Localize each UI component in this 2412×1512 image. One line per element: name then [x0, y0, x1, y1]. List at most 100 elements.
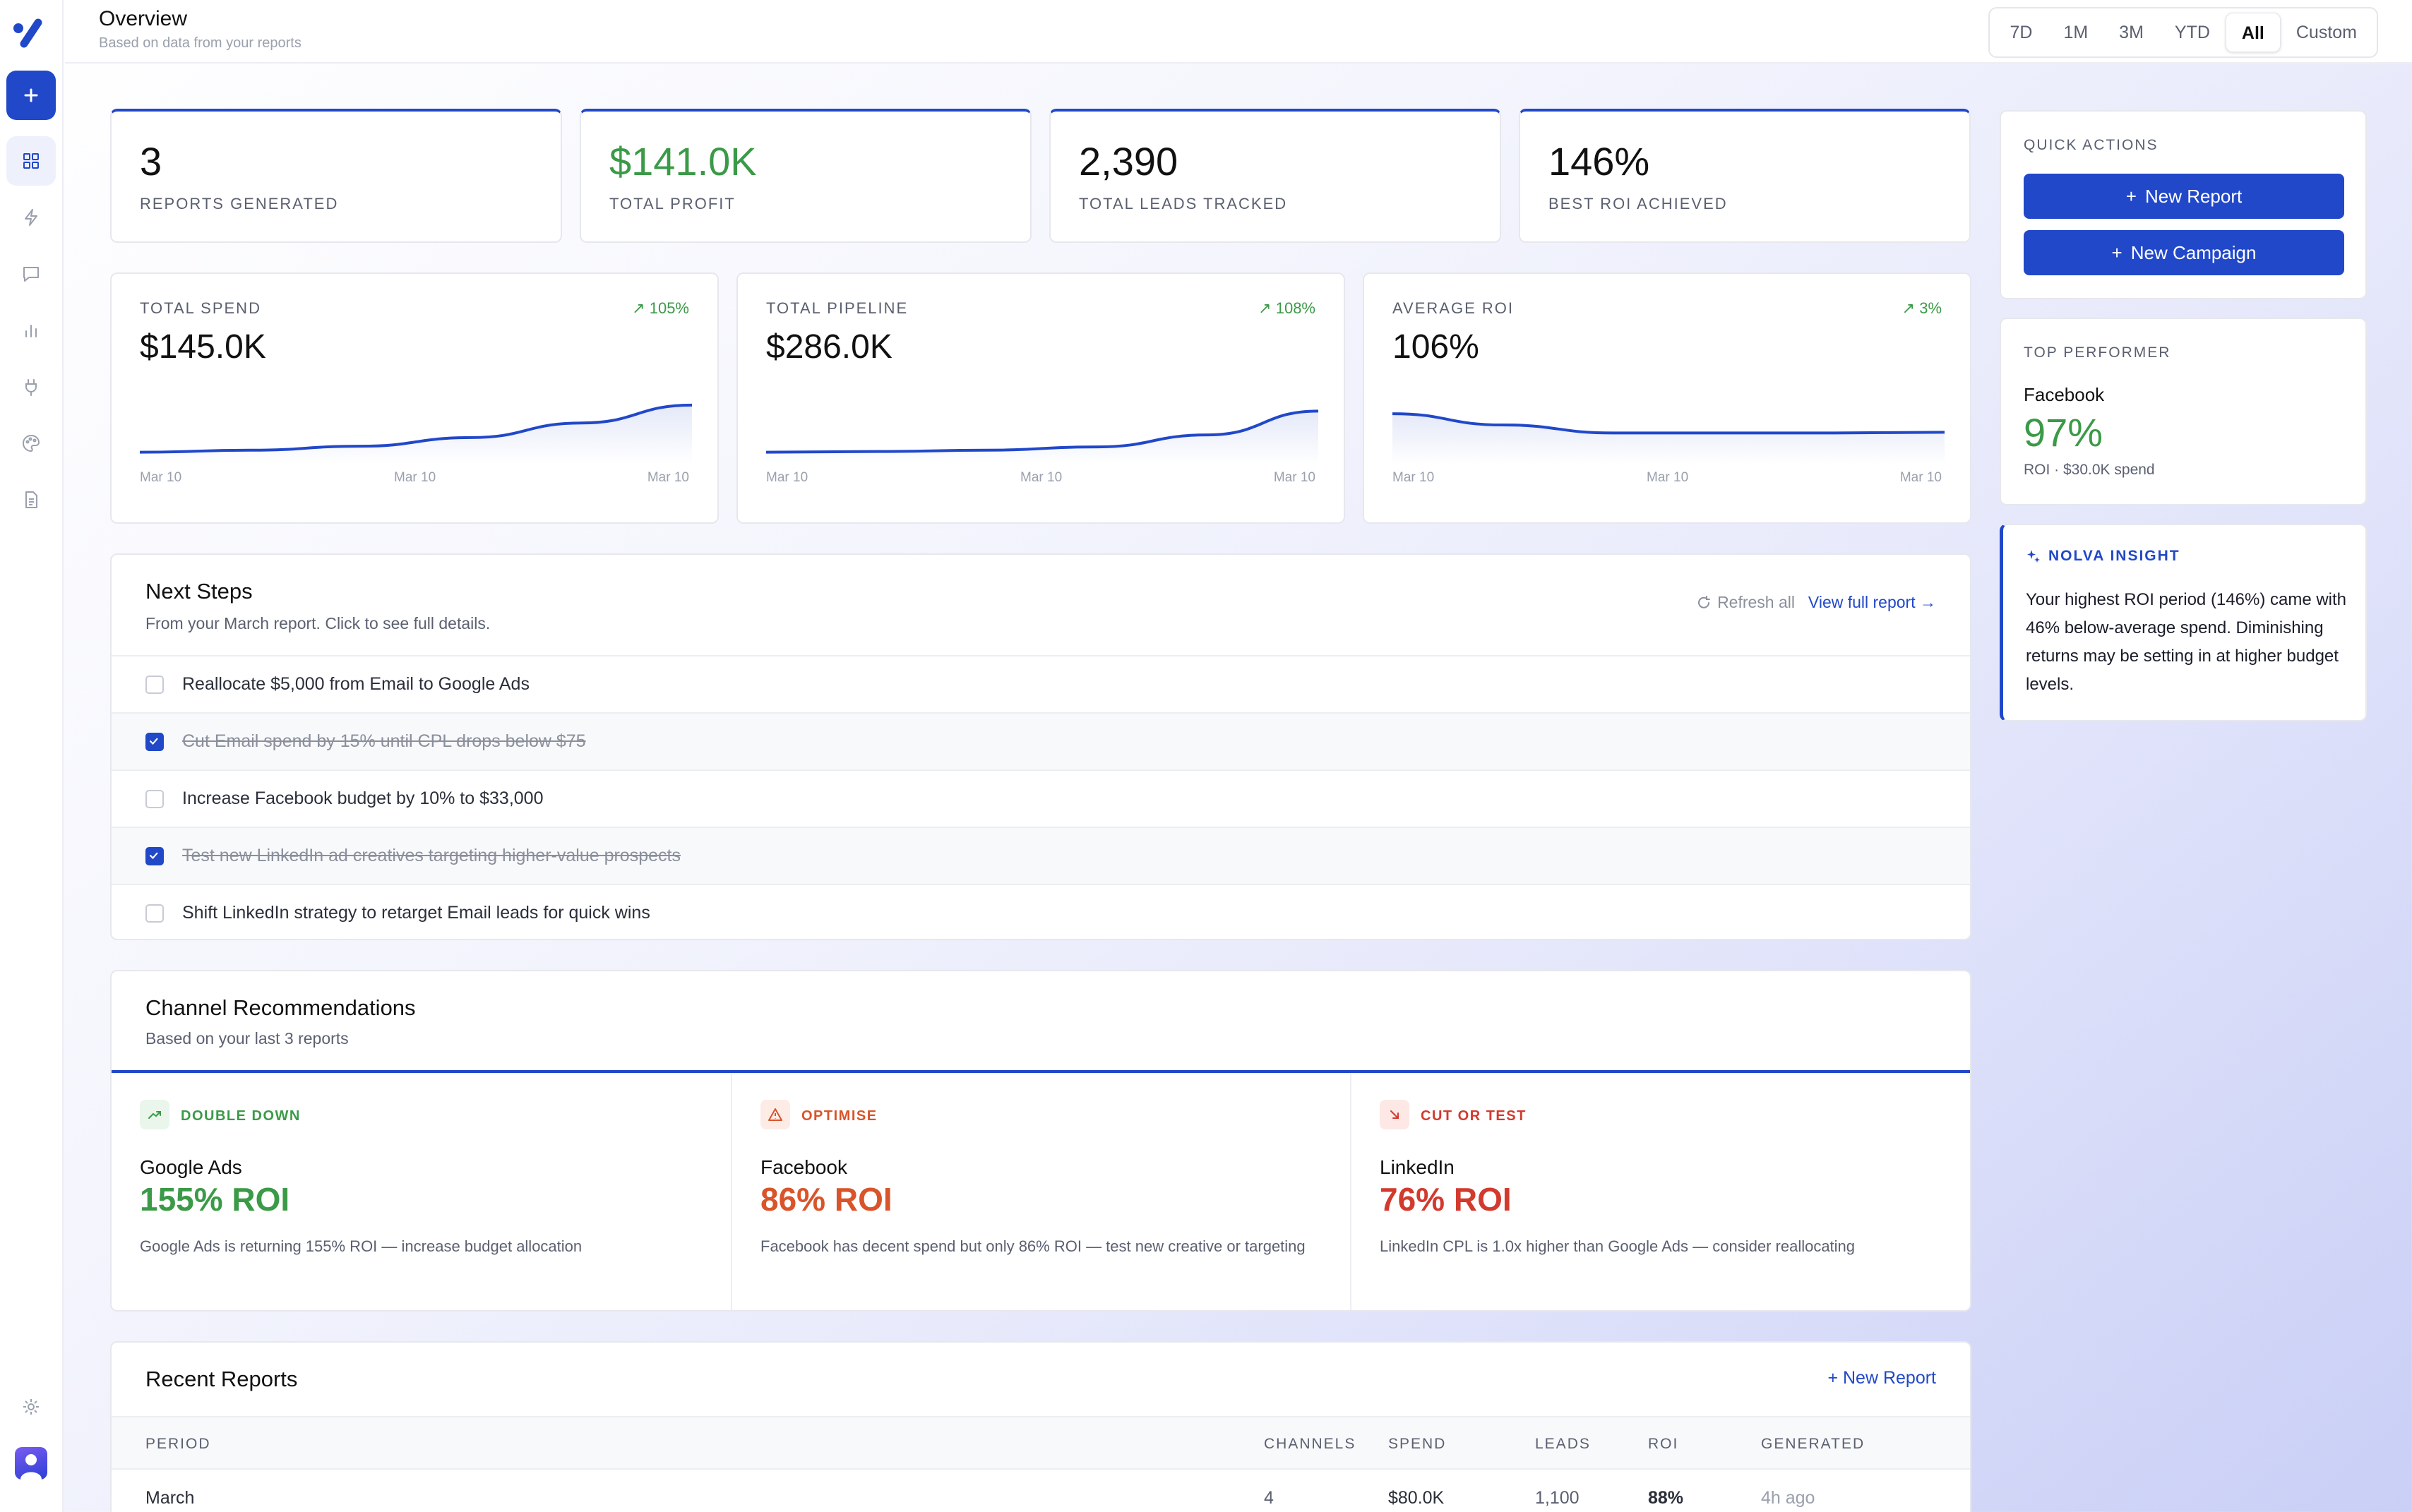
view-full-report-link[interactable]: View full report →: [1808, 593, 1936, 612]
step-row[interactable]: Test new LinkedIn ad creatives targeting…: [112, 827, 1970, 884]
logo-icon[interactable]: [13, 18, 48, 49]
channel-rec-google[interactable]: DOUBLE DOWN Google Ads 155% ROI Google A…: [112, 1073, 731, 1310]
sparkline-line: [1392, 412, 1945, 435]
next-steps-card: Next Steps From your March report. Click…: [110, 553, 1971, 940]
range-1m[interactable]: 1M: [2063, 23, 2089, 42]
step-checkbox[interactable]: [145, 732, 164, 751]
step-row[interactable]: Reallocate $5,000 from Email to Google A…: [112, 655, 1970, 712]
rec-tag: CUT OR TEST: [1421, 1108, 1527, 1124]
insight-card: NOLVA INSIGHT Your highest ROI period (1…: [2000, 524, 2367, 721]
nav-integrations[interactable]: [6, 362, 56, 412]
spark-label: TOTAL PIPELINE: [766, 299, 909, 317]
new-report-label: New Report: [2144, 185, 2243, 207]
section-title: Recent Reports: [145, 1367, 298, 1391]
range-3m[interactable]: 3M: [2119, 23, 2144, 42]
column-header[interactable]: CHANNELS: [1264, 1436, 1356, 1452]
stat-card-roi: 146% Best ROI Achieved: [1519, 109, 1971, 243]
column-header[interactable]: GENERATED: [1761, 1436, 1865, 1452]
stat-card-leads: 2,390 Total Leads Tracked: [1049, 109, 1501, 243]
step-checkbox[interactable]: [145, 904, 164, 923]
trend-value: 105%: [649, 299, 689, 317]
insight-text: Your highest ROI period (146%) came with…: [2026, 590, 2347, 694]
nav-automations[interactable]: [6, 193, 56, 242]
channel-rec-linkedin[interactable]: CUT OR TEST LinkedIn 76% ROI LinkedIn CP…: [1350, 1073, 1969, 1310]
sparkline-chart: [766, 409, 1318, 464]
column-header[interactable]: PERIOD: [145, 1436, 211, 1452]
sparkline-chart: [1392, 412, 1945, 464]
nav-settings[interactable]: [6, 1382, 56, 1432]
nav-messages[interactable]: [6, 249, 56, 299]
date-label: Mar 10: [1647, 470, 1689, 485]
step-checkbox[interactable]: [145, 846, 164, 865]
page-title: Overview: [99, 7, 188, 30]
stat-label: Total Profit: [609, 195, 736, 212]
avatar[interactable]: [15, 1447, 47, 1480]
spark-value: $145.0K: [140, 328, 266, 366]
step-row[interactable]: Shift LinkedIn strategy to retarget Emai…: [112, 884, 1970, 941]
sparkline-area: [1392, 414, 1945, 464]
nav-analytics[interactable]: [6, 306, 56, 355]
spark-value: $286.0K: [766, 328, 892, 366]
cell-generated: 4h ago: [1761, 1488, 1815, 1508]
column-header[interactable]: LEADS: [1535, 1436, 1591, 1452]
refresh-label: Refresh all: [1717, 593, 1795, 611]
nav-documents[interactable]: [6, 475, 56, 524]
column-header[interactable]: ROI: [1648, 1436, 1679, 1452]
plus-icon: +: [1827, 1368, 1843, 1388]
insight-label: NOLVA INSIGHT: [2048, 548, 2180, 564]
section-title: Channel Recommendations: [145, 995, 416, 1020]
date-label: Mar 10: [647, 470, 689, 485]
new-report-button[interactable]: + New Report: [2024, 174, 2344, 219]
sparkle-icon: [2027, 550, 2040, 563]
new-report-link[interactable]: + New Report: [1827, 1368, 1936, 1388]
range-custom[interactable]: Custom: [2295, 23, 2357, 42]
channel-rec-facebook[interactable]: OPTIMISE Facebook 86% ROI Facebook has d…: [731, 1073, 1350, 1310]
date-label: Mar 10: [766, 470, 808, 485]
header: Overview Based on data from your reports…: [65, 0, 2412, 64]
channel-recommendations-card: Channel Recommendations Based on your la…: [110, 970, 1971, 1312]
trending-down-icon: [1380, 1100, 1409, 1129]
step-row[interactable]: Increase Facebook budget by 10% to $33,0…: [112, 769, 1970, 827]
range-ytd[interactable]: YTD: [2174, 23, 2210, 42]
warning-icon: [760, 1100, 790, 1129]
rec-channel-name: Google Ads: [140, 1156, 242, 1178]
step-checkbox[interactable]: [145, 675, 164, 694]
stat-value: $141.0K: [609, 139, 757, 184]
new-campaign-button[interactable]: + New Campaign: [2024, 230, 2344, 275]
range-7d[interactable]: 7D: [2010, 23, 2033, 42]
bar-chart-icon: [25, 325, 37, 337]
range-all[interactable]: All: [2225, 13, 2281, 52]
nav-branding[interactable]: [6, 419, 56, 468]
table-header: PERIOD CHANNELS SPEND LEADS ROI GENERATE…: [112, 1416, 1970, 1470]
refresh-all-button[interactable]: Refresh all: [1696, 593, 1795, 612]
stat-value: 3: [140, 139, 162, 184]
plus-icon: [24, 88, 38, 102]
step-text: Shift LinkedIn strategy to retarget Emai…: [182, 903, 650, 923]
step-checkbox[interactable]: [145, 789, 164, 808]
stat-value: 146%: [1548, 139, 1650, 184]
spark-card-roi: AVERAGE ROI ↗ 3% 106% Mar 10 Mar 10 Mar …: [1363, 272, 1971, 524]
date-label: Mar 10: [1020, 470, 1063, 485]
stat-label: Total Leads Tracked: [1079, 195, 1288, 212]
date-label: Mar 10: [1392, 470, 1435, 485]
rec-channel-name: Facebook: [760, 1156, 847, 1178]
cell-period: March: [145, 1488, 195, 1508]
nav-dashboard[interactable]: [6, 136, 56, 186]
quick-actions-card: QUICK ACTIONS + New Report + New Campaign: [2000, 110, 2367, 299]
trend-badge: ↗ 3%: [1902, 299, 1942, 318]
new-report-label: New Report: [1843, 1368, 1936, 1388]
step-row[interactable]: Cut Email spend by 15% until CPL drops b…: [112, 712, 1970, 769]
column-header[interactable]: SPEND: [1388, 1436, 1447, 1452]
rec-description: Facebook has decent spend but only 86% R…: [760, 1237, 1306, 1255]
arrow-right-icon: →: [1920, 593, 1936, 611]
check-icon: [150, 852, 158, 859]
stat-label: Reports Generated: [140, 195, 339, 212]
user-icon: [20, 1454, 42, 1480]
arrow-up-right-icon: ↗: [1258, 299, 1276, 317]
dashboard-icon: [23, 153, 39, 169]
create-button[interactable]: [6, 71, 56, 120]
rec-description: LinkedIn CPL is 1.0x higher than Google …: [1380, 1237, 1856, 1255]
sparkline-line: [140, 403, 692, 454]
step-text: Reallocate $5,000 from Email to Google A…: [182, 674, 530, 694]
top-performer-value: 97%: [2024, 410, 2103, 455]
